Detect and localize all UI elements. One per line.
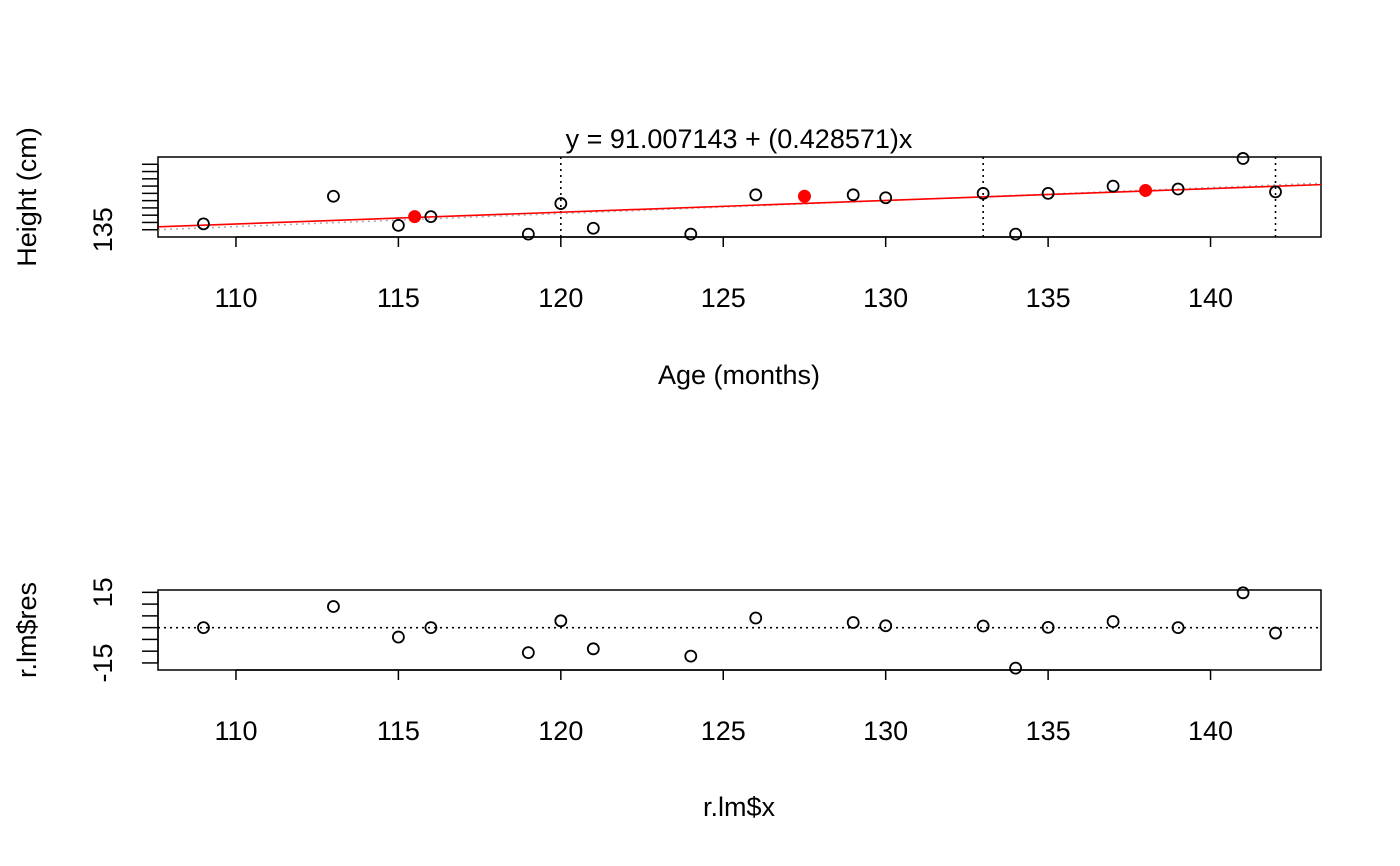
data-point	[586, 642, 600, 656]
plot-frame	[157, 156, 1322, 238]
data-point	[1236, 152, 1250, 165]
regression-line	[157, 183, 1322, 228]
x-tick-label: 115	[377, 716, 420, 746]
data-point	[976, 186, 990, 200]
data-point	[1009, 661, 1023, 675]
reference-dotted-line	[157, 182, 1322, 231]
x-tick-label: 125	[701, 283, 746, 313]
y-axis-title: r.lm$res	[12, 582, 42, 678]
y-tick-label: 15	[88, 577, 118, 607]
data-point	[1171, 621, 1185, 635]
data-point	[197, 217, 210, 231]
highlight-points	[408, 183, 1153, 224]
plot-frame	[157, 589, 1322, 671]
data-point	[424, 210, 438, 224]
x-axis: 110 115 120 125 130 135 140	[214, 236, 1233, 313]
x-tick-label: 115	[377, 283, 420, 313]
data-point	[1009, 227, 1023, 241]
data-point	[1041, 621, 1055, 634]
data-point	[327, 600, 340, 613]
data-point	[1236, 586, 1250, 600]
data-point	[976, 619, 990, 633]
data-point	[684, 649, 698, 663]
data-point	[846, 188, 860, 202]
data-point	[554, 614, 568, 628]
data-point	[1106, 615, 1120, 628]
data-point	[586, 221, 600, 235]
x-axis: 110 115 120 125 130 135 140	[214, 669, 1233, 746]
y-axis-title: Height (cm)	[12, 127, 42, 267]
fit-line	[157, 183, 1322, 228]
y-tick-label: 135	[88, 207, 118, 252]
y-tick-label: -15	[88, 643, 118, 682]
data-point	[391, 630, 405, 644]
x-tick-label: 110	[214, 716, 257, 746]
x-tick-label: 130	[863, 283, 908, 313]
data-point	[1106, 179, 1120, 193]
data-point	[879, 619, 893, 633]
data-point	[1041, 186, 1055, 200]
data-point	[1171, 182, 1185, 196]
reference-line	[157, 182, 1322, 231]
data-point	[554, 197, 568, 210]
height-vs-age-panel: 110 115 120 125 130 135 140 135 y = 91.007143 …	[12, 124, 1322, 390]
highlight-point	[408, 210, 422, 224]
data-point	[684, 227, 698, 241]
x-axis-title: r.lm$x	[703, 792, 776, 822]
chart-title: y = 91.007143 + (0.428571)x	[566, 124, 913, 154]
x-tick-label: 135	[1026, 283, 1071, 313]
x-tick-label: 140	[1188, 716, 1233, 746]
data-point	[197, 621, 210, 635]
x-tick-label: 120	[538, 716, 583, 746]
y-axis: -15 15	[88, 577, 159, 682]
x-tick-label: 120	[538, 283, 583, 313]
x-tick-label: 110	[214, 283, 257, 313]
data-point	[521, 646, 535, 659]
y-axis: 135	[88, 163, 159, 252]
data-point	[749, 611, 763, 625]
highlight-point	[797, 189, 811, 203]
data-point	[879, 191, 893, 205]
highlight-point	[1139, 183, 1153, 197]
x-tick-label: 125	[701, 716, 746, 746]
data-point	[424, 621, 438, 635]
x-tick-label: 135	[1026, 716, 1071, 746]
data-point	[1269, 185, 1282, 199]
data-point	[391, 218, 405, 232]
x-axis-title: Age (months)	[658, 360, 820, 390]
data-points	[197, 586, 1282, 675]
data-point	[1269, 626, 1282, 640]
x-tick-label: 130	[863, 716, 908, 746]
data-point	[327, 189, 340, 203]
residuals-panel: 110 115 120 125 130 135 140 -15 15 r.lm$x r.lm$…	[12, 577, 1322, 822]
data-point	[846, 616, 860, 629]
data-point	[749, 188, 763, 202]
data-point	[521, 227, 535, 241]
vertical-reference-lines	[560, 157, 1277, 237]
data-points	[197, 152, 1282, 241]
x-tick-label: 140	[1188, 283, 1233, 313]
